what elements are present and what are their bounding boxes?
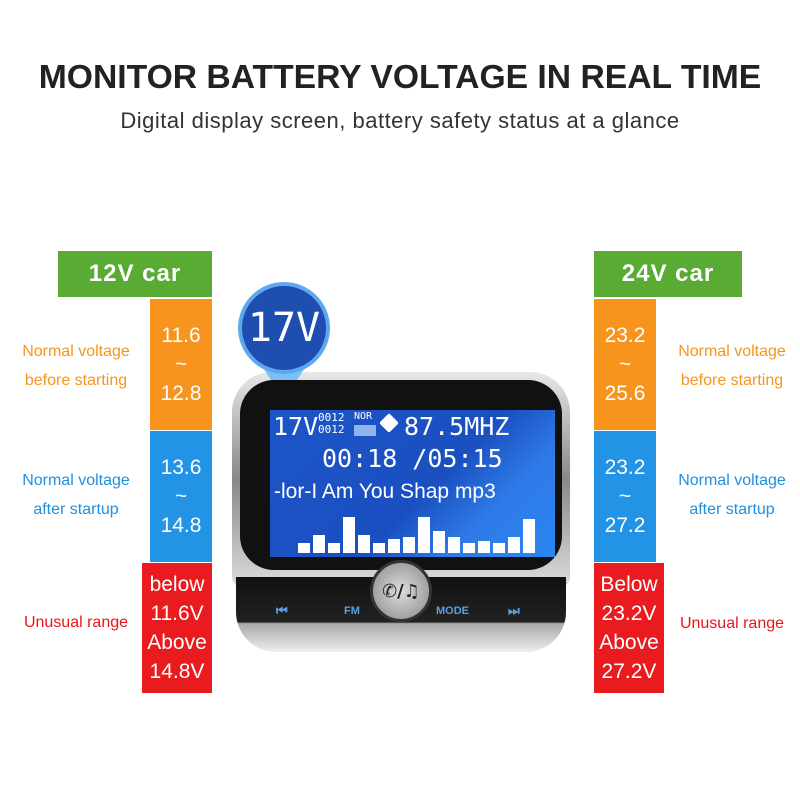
range-high: 27.2 bbox=[604, 514, 646, 537]
call-music-button[interactable]: ✆/♫ bbox=[370, 560, 432, 622]
phone-music-icon: ✆/♫ bbox=[382, 580, 420, 602]
track-name: -lor-I Am You Shap mp3 bbox=[274, 480, 496, 503]
equalizer-bar bbox=[463, 543, 475, 553]
label-line: Normal voltage bbox=[678, 343, 786, 360]
range-sep: ~ bbox=[174, 353, 188, 376]
voltage-readout: 17V bbox=[273, 412, 319, 441]
range-line: below bbox=[149, 573, 205, 596]
equalizer-bar bbox=[448, 537, 460, 553]
range-line: Above bbox=[147, 631, 207, 654]
frequency: 87.5MHZ bbox=[404, 412, 510, 441]
12v-unusual-label: Unusual range bbox=[23, 614, 129, 631]
fm-button[interactable]: FM bbox=[344, 605, 360, 617]
range-sep: ~ bbox=[174, 485, 188, 508]
equalizer-bar bbox=[358, 535, 370, 553]
24v-unusual-label: Unusual range bbox=[679, 615, 785, 632]
fm-transmitter-device: 17V 0012 0012 NOR 87.5MHZ 00:18 /05:15 -… bbox=[232, 372, 570, 662]
mode-button[interactable]: MODE bbox=[436, 605, 469, 617]
page-subtitle: Digital display screen, battery safety s… bbox=[120, 108, 680, 133]
counter-top: 0012 bbox=[318, 411, 345, 424]
equalizer-bar bbox=[478, 541, 490, 553]
12v-normal-before-range: 11.6 ~ 12.8 bbox=[150, 299, 212, 430]
equalizer-bar bbox=[418, 517, 430, 553]
12v-normal-before-label: Normal voltage before starting bbox=[8, 337, 144, 395]
range-high: 12.8 bbox=[160, 382, 202, 405]
range-sep: ~ bbox=[618, 485, 632, 508]
24v-normal-after-range: 23.2 ~ 27.2 bbox=[594, 431, 656, 562]
label-line: Normal voltage bbox=[22, 472, 130, 489]
24v-normal-before-label: Normal voltage before starting bbox=[664, 337, 800, 395]
label-line: Normal voltage bbox=[22, 343, 130, 360]
label-line: after startup bbox=[689, 501, 775, 518]
lcd-screen: 17V 0012 0012 NOR 87.5MHZ 00:18 /05:15 -… bbox=[270, 410, 555, 557]
sd-card-icon bbox=[379, 413, 399, 433]
eq-mode: NOR bbox=[354, 411, 373, 422]
play-time: 00:18 /05:15 bbox=[322, 444, 503, 473]
equalizer-bar bbox=[343, 517, 355, 553]
range-low: 11.6 bbox=[161, 324, 201, 347]
equalizer-bar bbox=[313, 535, 325, 553]
12v-normal-after-label: Normal voltage after startup bbox=[8, 466, 144, 524]
equalizer-bar bbox=[373, 543, 385, 553]
12v-unusual-range: below 11.6V Above 14.8V bbox=[142, 563, 212, 693]
equalizer-bar bbox=[403, 537, 415, 553]
equalizer-bar bbox=[433, 531, 445, 553]
voltage-bubble: 17V bbox=[238, 282, 330, 374]
counter-bottom: 0012 bbox=[318, 423, 345, 436]
equalizer-bar bbox=[493, 543, 505, 553]
eq-mini-icon bbox=[354, 425, 376, 436]
equalizer-bar bbox=[508, 537, 520, 553]
equalizer-bar bbox=[328, 543, 340, 553]
label-line: after startup bbox=[33, 501, 119, 518]
label-line: before starting bbox=[24, 372, 128, 389]
range-line: Below bbox=[600, 573, 658, 596]
24v-normal-before-range: 23.2 ~ 25.6 bbox=[594, 299, 656, 430]
next-button[interactable]: ⏭ bbox=[508, 603, 520, 618]
range-low: 13.6 bbox=[160, 456, 202, 479]
range-line: 11.6V bbox=[150, 602, 204, 625]
range-sep: ~ bbox=[618, 353, 632, 376]
range-low: 23.2 bbox=[604, 456, 646, 479]
12v-normal-after-range: 13.6 ~ 14.8 bbox=[150, 431, 212, 562]
equalizer-bar bbox=[523, 519, 535, 553]
equalizer bbox=[270, 510, 555, 557]
range-line: 23.2V bbox=[601, 602, 657, 625]
24v-car-header: 24V car bbox=[594, 251, 742, 297]
label-line: before starting bbox=[680, 372, 784, 389]
range-high: 14.8 bbox=[160, 514, 202, 537]
range-high: 25.6 bbox=[604, 382, 646, 405]
range-line: 27.2V bbox=[601, 660, 657, 683]
range-line: 14.8V bbox=[149, 660, 205, 683]
device-face: 17V 0012 0012 NOR 87.5MHZ 00:18 /05:15 -… bbox=[240, 380, 562, 570]
equalizer-bar bbox=[298, 543, 310, 553]
24v-normal-after-label: Normal voltage after startup bbox=[664, 466, 800, 524]
range-low: 23.2 bbox=[604, 324, 646, 347]
24v-unusual-range: Below 23.2V Above 27.2V bbox=[594, 563, 664, 693]
label-line: Normal voltage bbox=[678, 472, 786, 489]
page-title: MONITOR BATTERY VOLTAGE IN REAL TIME bbox=[38, 58, 762, 95]
equalizer-bar bbox=[388, 539, 400, 553]
12v-car-header: 12V car bbox=[58, 251, 212, 297]
range-line: Above bbox=[599, 631, 659, 654]
prev-button[interactable]: ⏮ bbox=[276, 603, 288, 618]
